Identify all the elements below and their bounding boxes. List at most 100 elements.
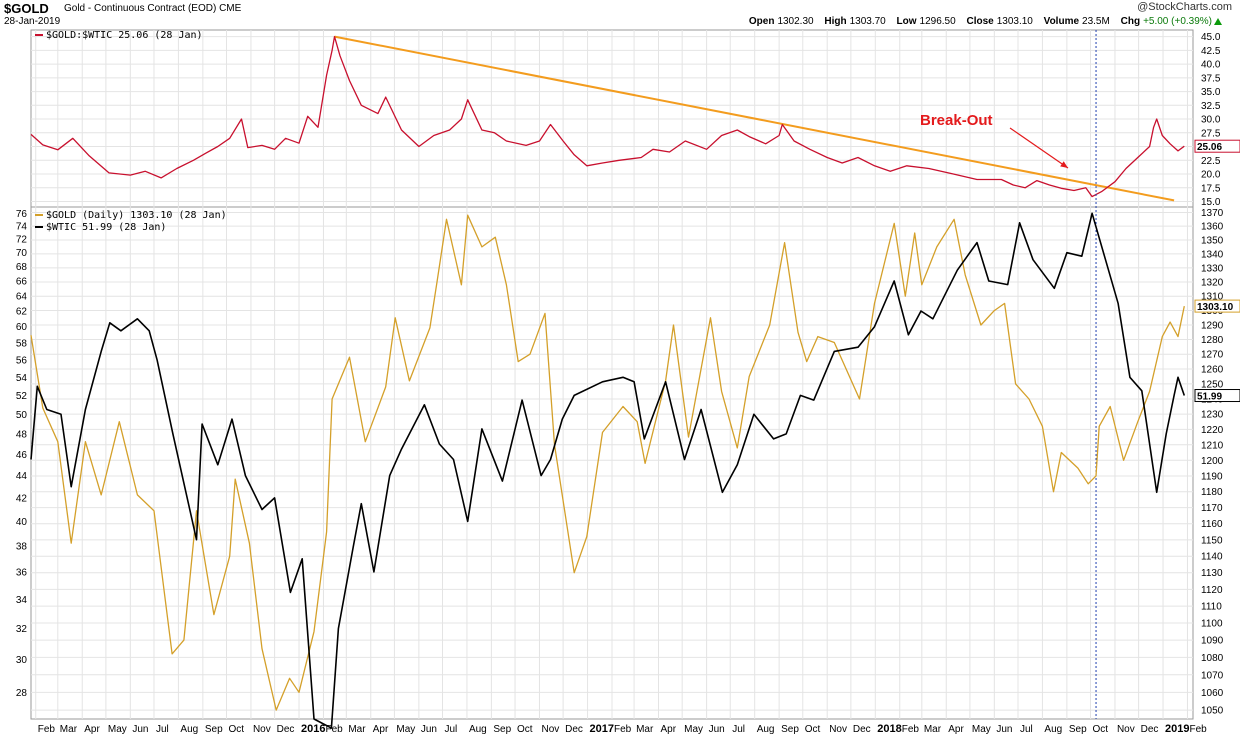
x-axis-month-label: Mar	[60, 724, 78, 735]
wtic-y-tick-label: 76	[16, 209, 28, 220]
gold-y-tick-label: 1320	[1201, 278, 1224, 289]
x-axis-month-label: Apr	[661, 724, 677, 735]
x-axis-month-label: Oct	[805, 724, 821, 735]
gold-y-tick-label: 1100	[1201, 619, 1223, 630]
ratio-legend-swatch	[35, 34, 43, 36]
ratio-y-tick-label: 17.5	[1201, 183, 1221, 194]
x-axis-month-label: Oct	[1093, 724, 1109, 735]
ratio-y-tick-label: 42.5	[1201, 46, 1221, 57]
exchange-text: CME	[219, 3, 242, 14]
gold-last-value-label: 1303.10	[1197, 302, 1234, 313]
wtic-y-tick-label: 72	[16, 235, 28, 246]
x-axis-year-label: 2018	[877, 723, 901, 735]
symbol-label: $GOLD	[4, 1, 49, 16]
x-axis-month-label: Dec	[1141, 724, 1159, 735]
gold-y-tick-label: 1280	[1201, 335, 1224, 346]
x-axis-year-label: 2019	[1165, 723, 1189, 735]
gold-y-tick-label: 1310	[1201, 292, 1224, 303]
gold-y-tick-label: 1360	[1201, 222, 1224, 233]
wtic-y-tick-label: 42	[16, 493, 28, 504]
low-label: Low	[896, 16, 917, 27]
wtic-y-tick-label: 46	[16, 450, 28, 461]
gold-y-tick-label: 1250	[1201, 379, 1224, 390]
gold-y-tick-label: 1330	[1201, 263, 1224, 274]
wtic-legend-label: $WTIC 51.99 (28 Jan)	[46, 222, 166, 233]
gold-y-tick-label: 1140	[1201, 552, 1223, 563]
ratio-y-tick-label: 37.5	[1201, 73, 1221, 84]
gold-y-tick-label: 1270	[1201, 350, 1224, 361]
gold-y-tick-label: 1340	[1201, 249, 1224, 260]
open-label: Open	[748, 16, 775, 27]
brand-logo[interactable]: @StockCharts.com	[1137, 1, 1232, 13]
wtic-y-tick-label: 56	[16, 355, 28, 366]
ohlc-readout: Open 1302.30 High 1303.70 Low 1296.50 Close…	[749, 16, 1212, 27]
x-axis-month-label: Dec	[853, 724, 871, 735]
ratio-y-tick-label: 32.5	[1201, 101, 1221, 112]
gold-y-tick-label: 1230	[1201, 410, 1224, 421]
x-axis-month-label: Feb	[38, 724, 56, 735]
x-axis-year-label: 2016	[301, 723, 325, 735]
wtic-y-tick-label: 50	[16, 410, 28, 421]
symbol-description: Gold - Continuous Contract (EOD) CME	[64, 3, 241, 14]
gold-y-tick-label: 1220	[1201, 425, 1224, 436]
x-axis-month-label: Feb	[614, 724, 632, 735]
x-axis-month-label: Jul	[156, 724, 169, 735]
gold-y-tick-label: 1170	[1201, 503, 1223, 514]
wtic-y-tick-label: 66	[16, 276, 28, 287]
breakout-arrow-shaft	[1009, 127, 1069, 169]
x-axis-month-label: Jun	[996, 724, 1012, 735]
x-axis-month-label: Mar	[636, 724, 654, 735]
gold-y-tick-label: 1050	[1201, 706, 1224, 717]
x-axis-month-label: Oct	[517, 724, 533, 735]
x-axis-month-label: Mar	[924, 724, 942, 735]
x-axis-month-label: Sep	[1069, 724, 1087, 735]
wtic-y-tick-label: 34	[16, 595, 28, 606]
gold-y-tick-label: 1190	[1201, 471, 1223, 482]
x-axis-month-label: Jul	[445, 724, 458, 735]
ratio-last-value-box	[1194, 139, 1240, 153]
wtic-y-tick-label: 68	[16, 262, 28, 273]
x-axis-month-label: Nov	[541, 724, 559, 735]
gold-y-tick-label: 1350	[1201, 235, 1224, 246]
ratio-y-tick-label: 22.5	[1201, 156, 1221, 167]
gold-y-tick-label: 1060	[1201, 688, 1224, 699]
x-axis-month-label: Apr	[373, 724, 389, 735]
gold-price-line	[30, 214, 1185, 711]
x-axis-month-label: Sep	[493, 724, 511, 735]
ratio-y-tick-label: 30.0	[1201, 115, 1221, 126]
x-axis-month-label: Dec	[277, 724, 295, 735]
gold-y-tick-label: 1110	[1201, 602, 1222, 613]
x-axis-month-label: Aug	[1044, 724, 1062, 735]
gold-y-tick-label: 1180	[1201, 487, 1223, 498]
wtic-y-tick-label: 62	[16, 307, 28, 318]
gold-y-tick-label: 1090	[1201, 636, 1224, 647]
x-axis-month-label: May	[972, 724, 991, 735]
breakout-annotation: Break-Out	[920, 112, 993, 129]
x-axis-month-label: Jun	[709, 724, 725, 735]
x-axis-month-label: Dec	[565, 724, 583, 735]
ratio-legend-label: $GOLD:$WTIC 25.06 (28 Jan)	[46, 30, 203, 41]
x-axis-month-label: Sep	[781, 724, 799, 735]
close-label: Close	[966, 16, 994, 27]
breakout-arrow-head	[1060, 161, 1068, 168]
x-axis-month-label: Jul	[1020, 724, 1033, 735]
chg-label: Chg	[1120, 16, 1141, 27]
x-axis-month-label: Apr	[84, 724, 100, 735]
x-axis-month-label: Mar	[348, 724, 366, 735]
wtic-y-tick-label: 36	[16, 567, 28, 578]
x-axis-month-label: Feb	[902, 724, 920, 735]
gold-y-tick-label: 1130	[1201, 568, 1223, 579]
gold-wtic-ratio-line	[30, 35, 1185, 198]
wtic-y-tick-label: 38	[16, 541, 28, 552]
ratio-y-tick-label: 35.0	[1201, 87, 1221, 98]
ratio-last-value-label: 25.06	[1197, 142, 1222, 153]
wtic-y-tick-label: 28	[16, 688, 28, 699]
gold-y-tick-label: 1070	[1201, 670, 1224, 681]
high-value: 1303.70	[849, 16, 886, 27]
gold-y-tick-label: 1260	[1201, 365, 1224, 376]
description-text: Gold - Continuous Contract (EOD)	[64, 3, 217, 14]
gold-y-tick-label: 1160	[1201, 519, 1223, 530]
x-axis-month-label: Aug	[180, 724, 198, 735]
wtic-y-tick-label: 30	[16, 655, 28, 666]
